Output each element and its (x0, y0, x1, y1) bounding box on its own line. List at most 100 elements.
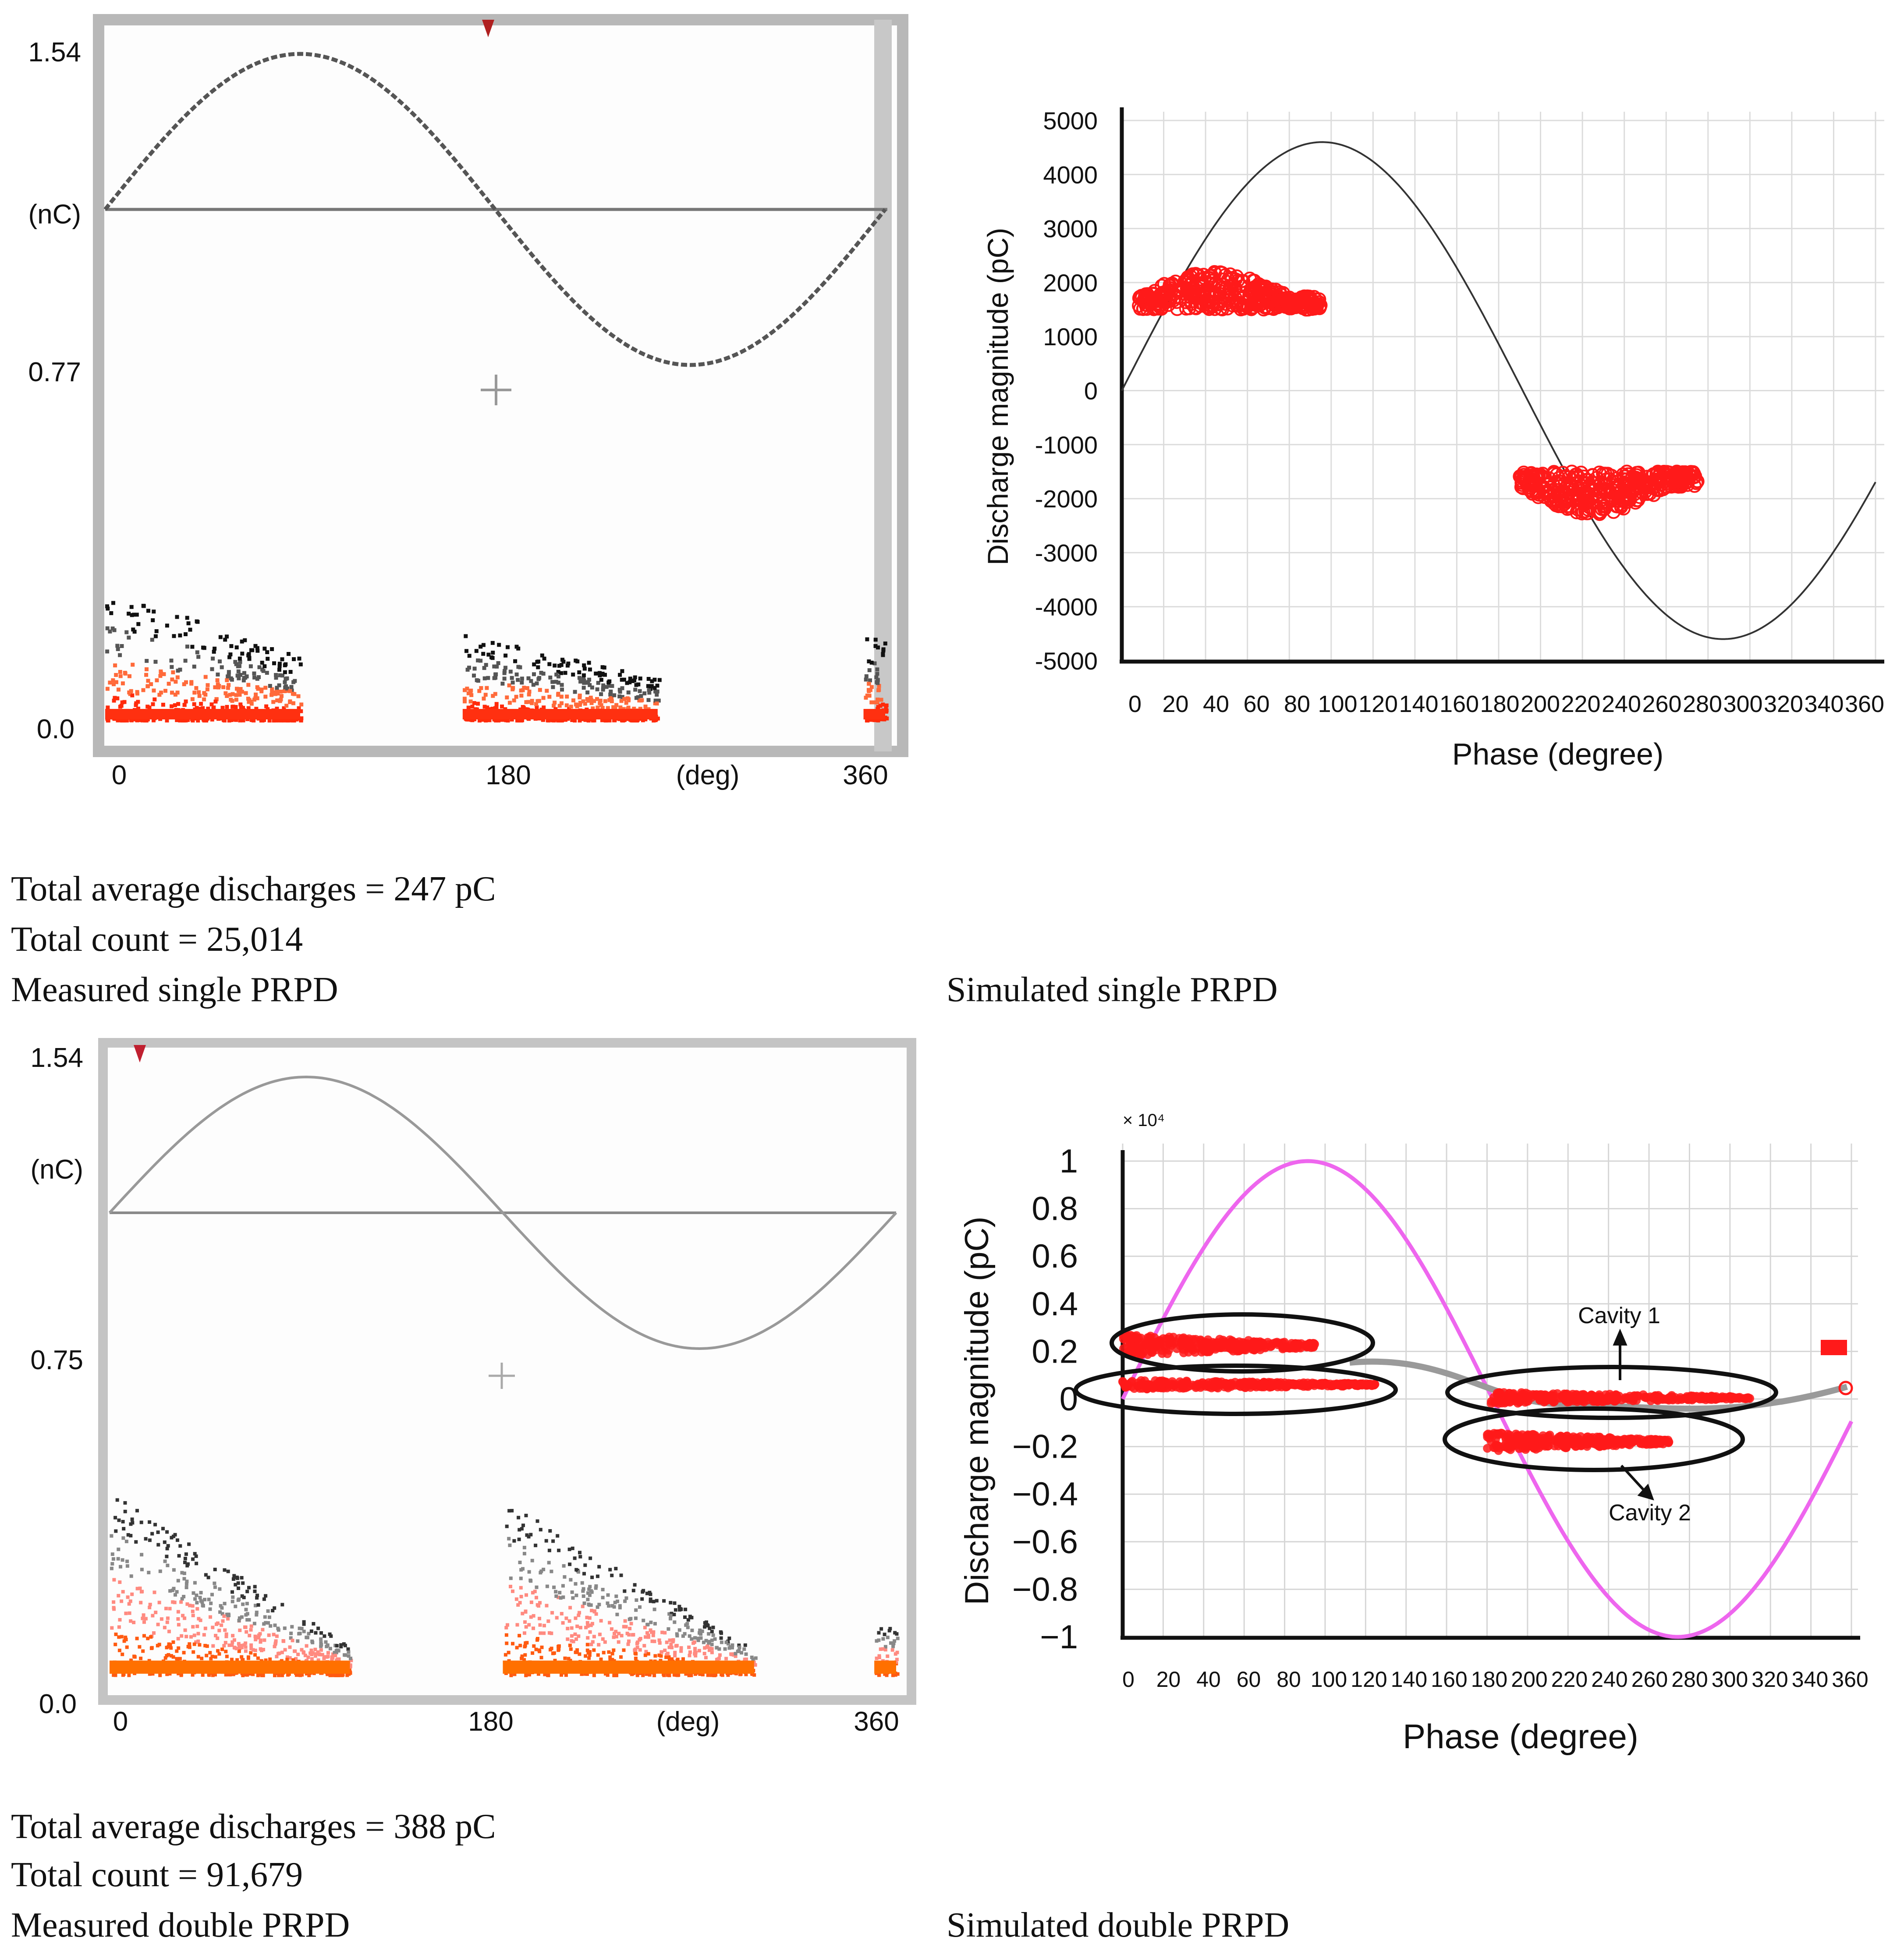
discharge-point (500, 705, 504, 708)
discharge-point (184, 699, 188, 704)
discharge-point (1610, 499, 1625, 514)
discharge-point (638, 689, 642, 693)
discharge-point (527, 692, 531, 697)
discharge-point (481, 652, 486, 656)
discharge-point (198, 1596, 202, 1600)
discharge-point (465, 668, 470, 672)
discharge-point (574, 1594, 578, 1597)
discharge-point (191, 1614, 195, 1618)
discharge-point (314, 1631, 318, 1635)
discharge-point (213, 1673, 217, 1677)
discharge-point (314, 1652, 318, 1656)
discharge-point (150, 1646, 154, 1650)
discharge-point (299, 702, 304, 707)
discharge-point (637, 698, 642, 703)
discharge-point (867, 694, 872, 698)
discharge-point (111, 601, 115, 605)
discharge-point (869, 660, 874, 665)
discharge-point (193, 1597, 197, 1601)
discharge-point (503, 653, 508, 658)
discharge-point (198, 707, 202, 711)
discharge-point (228, 693, 232, 697)
discharge-point (1745, 1394, 1755, 1403)
discharge-point (1205, 1347, 1214, 1356)
discharge-point (255, 646, 259, 650)
discharge-point (247, 656, 252, 660)
discharge-point (316, 1626, 320, 1630)
discharge-point (630, 679, 635, 683)
discharge-point (1587, 1392, 1596, 1402)
discharge-point (565, 663, 570, 668)
discharge-point (496, 718, 501, 722)
discharge-point (255, 1594, 259, 1597)
discharge-point (194, 1640, 198, 1644)
discharge-point (244, 1626, 248, 1629)
discharge-point (1610, 481, 1624, 495)
discharge-point (191, 1650, 195, 1654)
discharge-point (673, 1601, 677, 1605)
discharge-point (535, 681, 539, 686)
discharge-point (683, 1615, 687, 1619)
discharge-point (599, 1619, 603, 1623)
discharge-point (701, 1673, 705, 1677)
discharge-point (610, 699, 614, 703)
discharge-point (522, 1658, 526, 1662)
discharge-point (163, 1626, 167, 1629)
discharge-point (110, 1552, 114, 1556)
y-tick: −0.6 (1012, 1523, 1078, 1561)
discharge-point (539, 1631, 542, 1635)
discharge-point (585, 1621, 589, 1625)
discharge-point (144, 673, 149, 677)
discharge-point (244, 1649, 248, 1653)
discharge-point (594, 1612, 598, 1616)
discharge-point (210, 717, 214, 722)
discharge-point (1633, 479, 1647, 494)
discharge-point (884, 703, 889, 708)
discharge-point (305, 1636, 308, 1640)
discharge-point (560, 683, 564, 687)
discharge-point (875, 700, 879, 705)
discharge-point (203, 1597, 206, 1601)
discharge-point (559, 694, 564, 699)
discharge-point (652, 1600, 656, 1604)
plot-frame (93, 14, 908, 757)
discharge-point (119, 1565, 122, 1569)
discharge-point (595, 697, 599, 701)
discharge-point (127, 1602, 131, 1606)
discharge-point (674, 1608, 677, 1612)
discharge-point (275, 706, 279, 711)
discharge-point (610, 1658, 614, 1661)
discharge-point (1317, 1381, 1326, 1390)
discharge-point (299, 709, 303, 713)
discharge-point (607, 684, 611, 688)
discharge-point (720, 1672, 723, 1676)
discharge-point (302, 1620, 306, 1624)
discharge-point (867, 682, 871, 686)
discharge-point (1259, 280, 1273, 294)
discharge-point (876, 688, 881, 692)
discharge-point (737, 1649, 741, 1653)
discharge-point (197, 690, 201, 694)
discharge-point (228, 1673, 232, 1677)
discharge-point (185, 616, 189, 620)
discharge-point (596, 1653, 600, 1657)
discharge-point (296, 1639, 300, 1643)
discharge-point (1653, 483, 1667, 497)
discharge-point (581, 1594, 585, 1598)
discharge-point (580, 1672, 584, 1676)
discharge-point (877, 1656, 881, 1659)
discharge-point (529, 1615, 533, 1619)
discharge-point (486, 676, 490, 680)
discharge-point (643, 705, 648, 709)
discharge-point (296, 694, 301, 698)
discharge-point (874, 675, 879, 680)
discharge-point (182, 703, 187, 707)
discharge-point (1131, 1334, 1141, 1343)
discharge-point (145, 667, 149, 671)
discharge-point (270, 687, 274, 691)
discharge-point (673, 1654, 677, 1658)
discharge-point (255, 696, 259, 701)
discharge-point (621, 718, 625, 722)
discharge-point (588, 1653, 592, 1657)
discharge-point (618, 673, 622, 677)
